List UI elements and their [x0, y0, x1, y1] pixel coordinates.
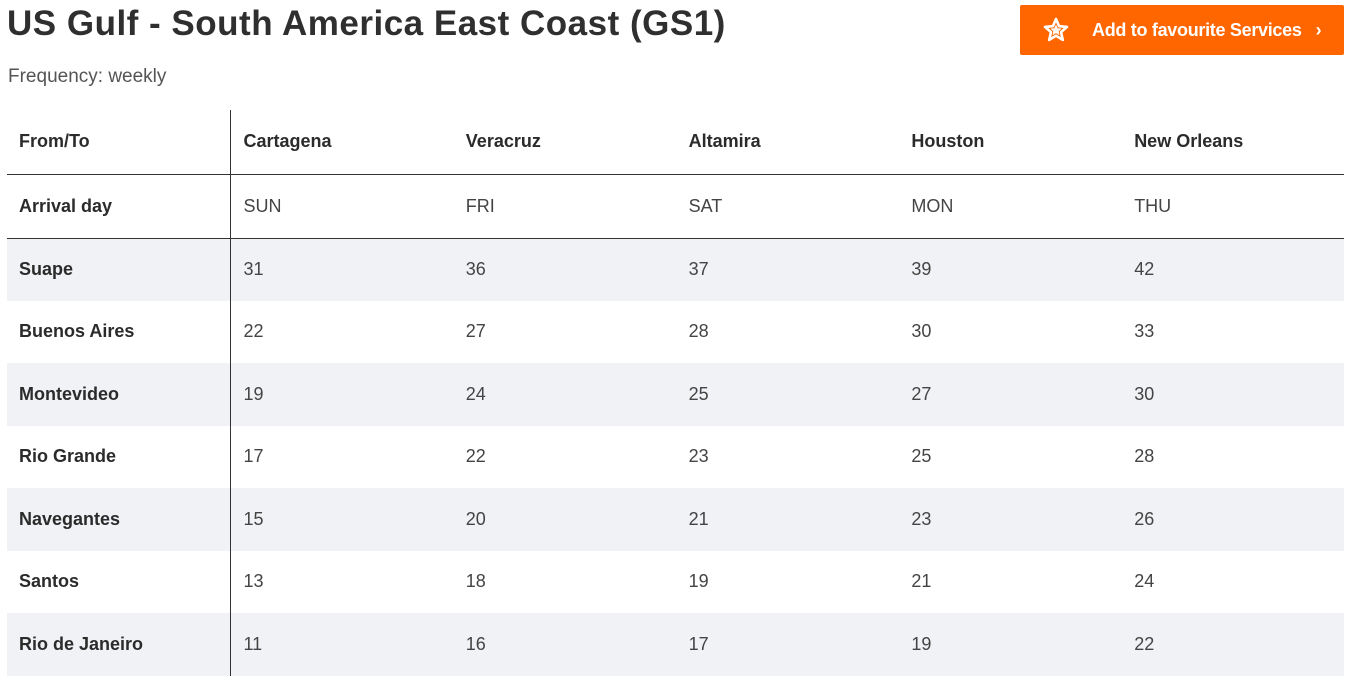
arrival-day-cell: SUN	[243, 195, 282, 216]
transit-days-cell: 33	[1134, 321, 1155, 342]
destination-header: Veracruz	[465, 131, 541, 152]
table-header-row: From/To Cartagena Veracruz Altamira Hous…	[7, 110, 1344, 174]
origin-port-cell: Navegantes	[7, 488, 231, 551]
transit-days-cell: 20	[452, 488, 676, 551]
transit-days-cell: 18	[465, 571, 486, 592]
transit-days-cell: 28	[688, 321, 709, 342]
transit-days-cell: 27	[898, 363, 1122, 426]
chevron-right-icon: ›	[1315, 19, 1322, 40]
table-row: Rio Grande 17 22 23 25 28	[7, 425, 1344, 488]
transit-days-cell: 21	[911, 571, 932, 592]
transit-days-cell: 27	[465, 321, 486, 342]
origin-port-cell: Santos	[7, 550, 231, 613]
transit-days-cell: 17	[243, 446, 264, 467]
transit-days-cell: 16	[452, 613, 676, 676]
transit-days-cell: 19	[898, 613, 1122, 676]
transit-days-cell: 17	[675, 613, 899, 676]
transit-days-cell: 24	[1134, 571, 1155, 592]
transit-days-cell: 37	[675, 238, 899, 301]
transit-days-cell: 23	[898, 488, 1122, 551]
table-row: Montevideo 19 24 25 27 30	[7, 363, 1344, 426]
transit-days-cell: 24	[452, 363, 676, 426]
transit-days-cell: 22	[465, 446, 486, 467]
table-row: Rio de Janeiro 11 16 17 19 22	[7, 613, 1344, 676]
origin-port-cell: Suape	[7, 238, 231, 301]
origin-port-cell: Buenos Aires	[7, 300, 231, 363]
arrival-day-row: Arrival day SUN FRI SAT MON THU	[7, 174, 1344, 238]
add-to-favourite-label: Add to favourite Services	[1092, 19, 1302, 40]
transit-days-cell: 30	[911, 321, 932, 342]
transit-days-cell: 21	[675, 488, 899, 551]
transit-days-cell: 22	[243, 321, 264, 342]
origin-port-cell: Rio Grande	[7, 425, 231, 488]
page-title: US Gulf - South America East Coast (GS1)	[7, 4, 726, 43]
origin-port-cell: Rio de Janeiro	[7, 613, 231, 676]
schedule-table-container: From/To Cartagena Veracruz Altamira Hous…	[7, 110, 1344, 676]
transit-days-cell: 42	[1121, 238, 1344, 301]
frequency-text: Frequency: weekly	[8, 66, 167, 87]
table-row: Buenos Aires 22 27 28 30 33	[7, 300, 1344, 363]
destination-header: New Orleans	[1134, 131, 1244, 152]
destination-header: Houston	[911, 131, 985, 152]
transit-days-cell: 31	[230, 238, 453, 301]
transit-days-cell: 36	[452, 238, 676, 301]
arrival-day-cell: MON	[911, 195, 954, 216]
arrival-day-cell: THU	[1134, 195, 1172, 216]
transit-days-cell: 19	[688, 571, 709, 592]
transit-days-cell: 39	[898, 238, 1122, 301]
table-row: Santos 13 18 19 21 24	[7, 550, 1344, 613]
star-icon	[1042, 16, 1070, 44]
arrival-day-cell: SAT	[688, 195, 723, 216]
table-row: Suape 31 36 37 39 42	[7, 238, 1344, 301]
schedule-table: From/To Cartagena Veracruz Altamira Hous…	[7, 110, 1344, 676]
corner-header: From/To	[7, 110, 231, 174]
transit-days-cell: 22	[1121, 613, 1344, 676]
table-row: Navegantes 15 20 21 23 26	[7, 488, 1344, 551]
destination-header: Altamira	[688, 131, 761, 152]
transit-days-cell: 30	[1121, 363, 1344, 426]
transit-days-cell: 23	[688, 446, 709, 467]
add-to-favourite-button[interactable]: Add to favourite Services ›	[1020, 5, 1344, 55]
transit-days-cell: 11	[230, 613, 453, 676]
origin-port-cell: Montevideo	[7, 363, 231, 426]
transit-days-cell: 25	[911, 446, 932, 467]
arrival-day-label: Arrival day	[7, 174, 231, 238]
transit-days-cell: 26	[1121, 488, 1344, 551]
transit-days-cell: 15	[230, 488, 453, 551]
transit-days-cell: 19	[230, 363, 453, 426]
transit-days-cell: 28	[1134, 446, 1155, 467]
destination-header: Cartagena	[243, 131, 332, 152]
transit-days-cell: 13	[243, 571, 264, 592]
transit-days-cell: 25	[675, 363, 899, 426]
arrival-day-cell: FRI	[465, 195, 495, 216]
